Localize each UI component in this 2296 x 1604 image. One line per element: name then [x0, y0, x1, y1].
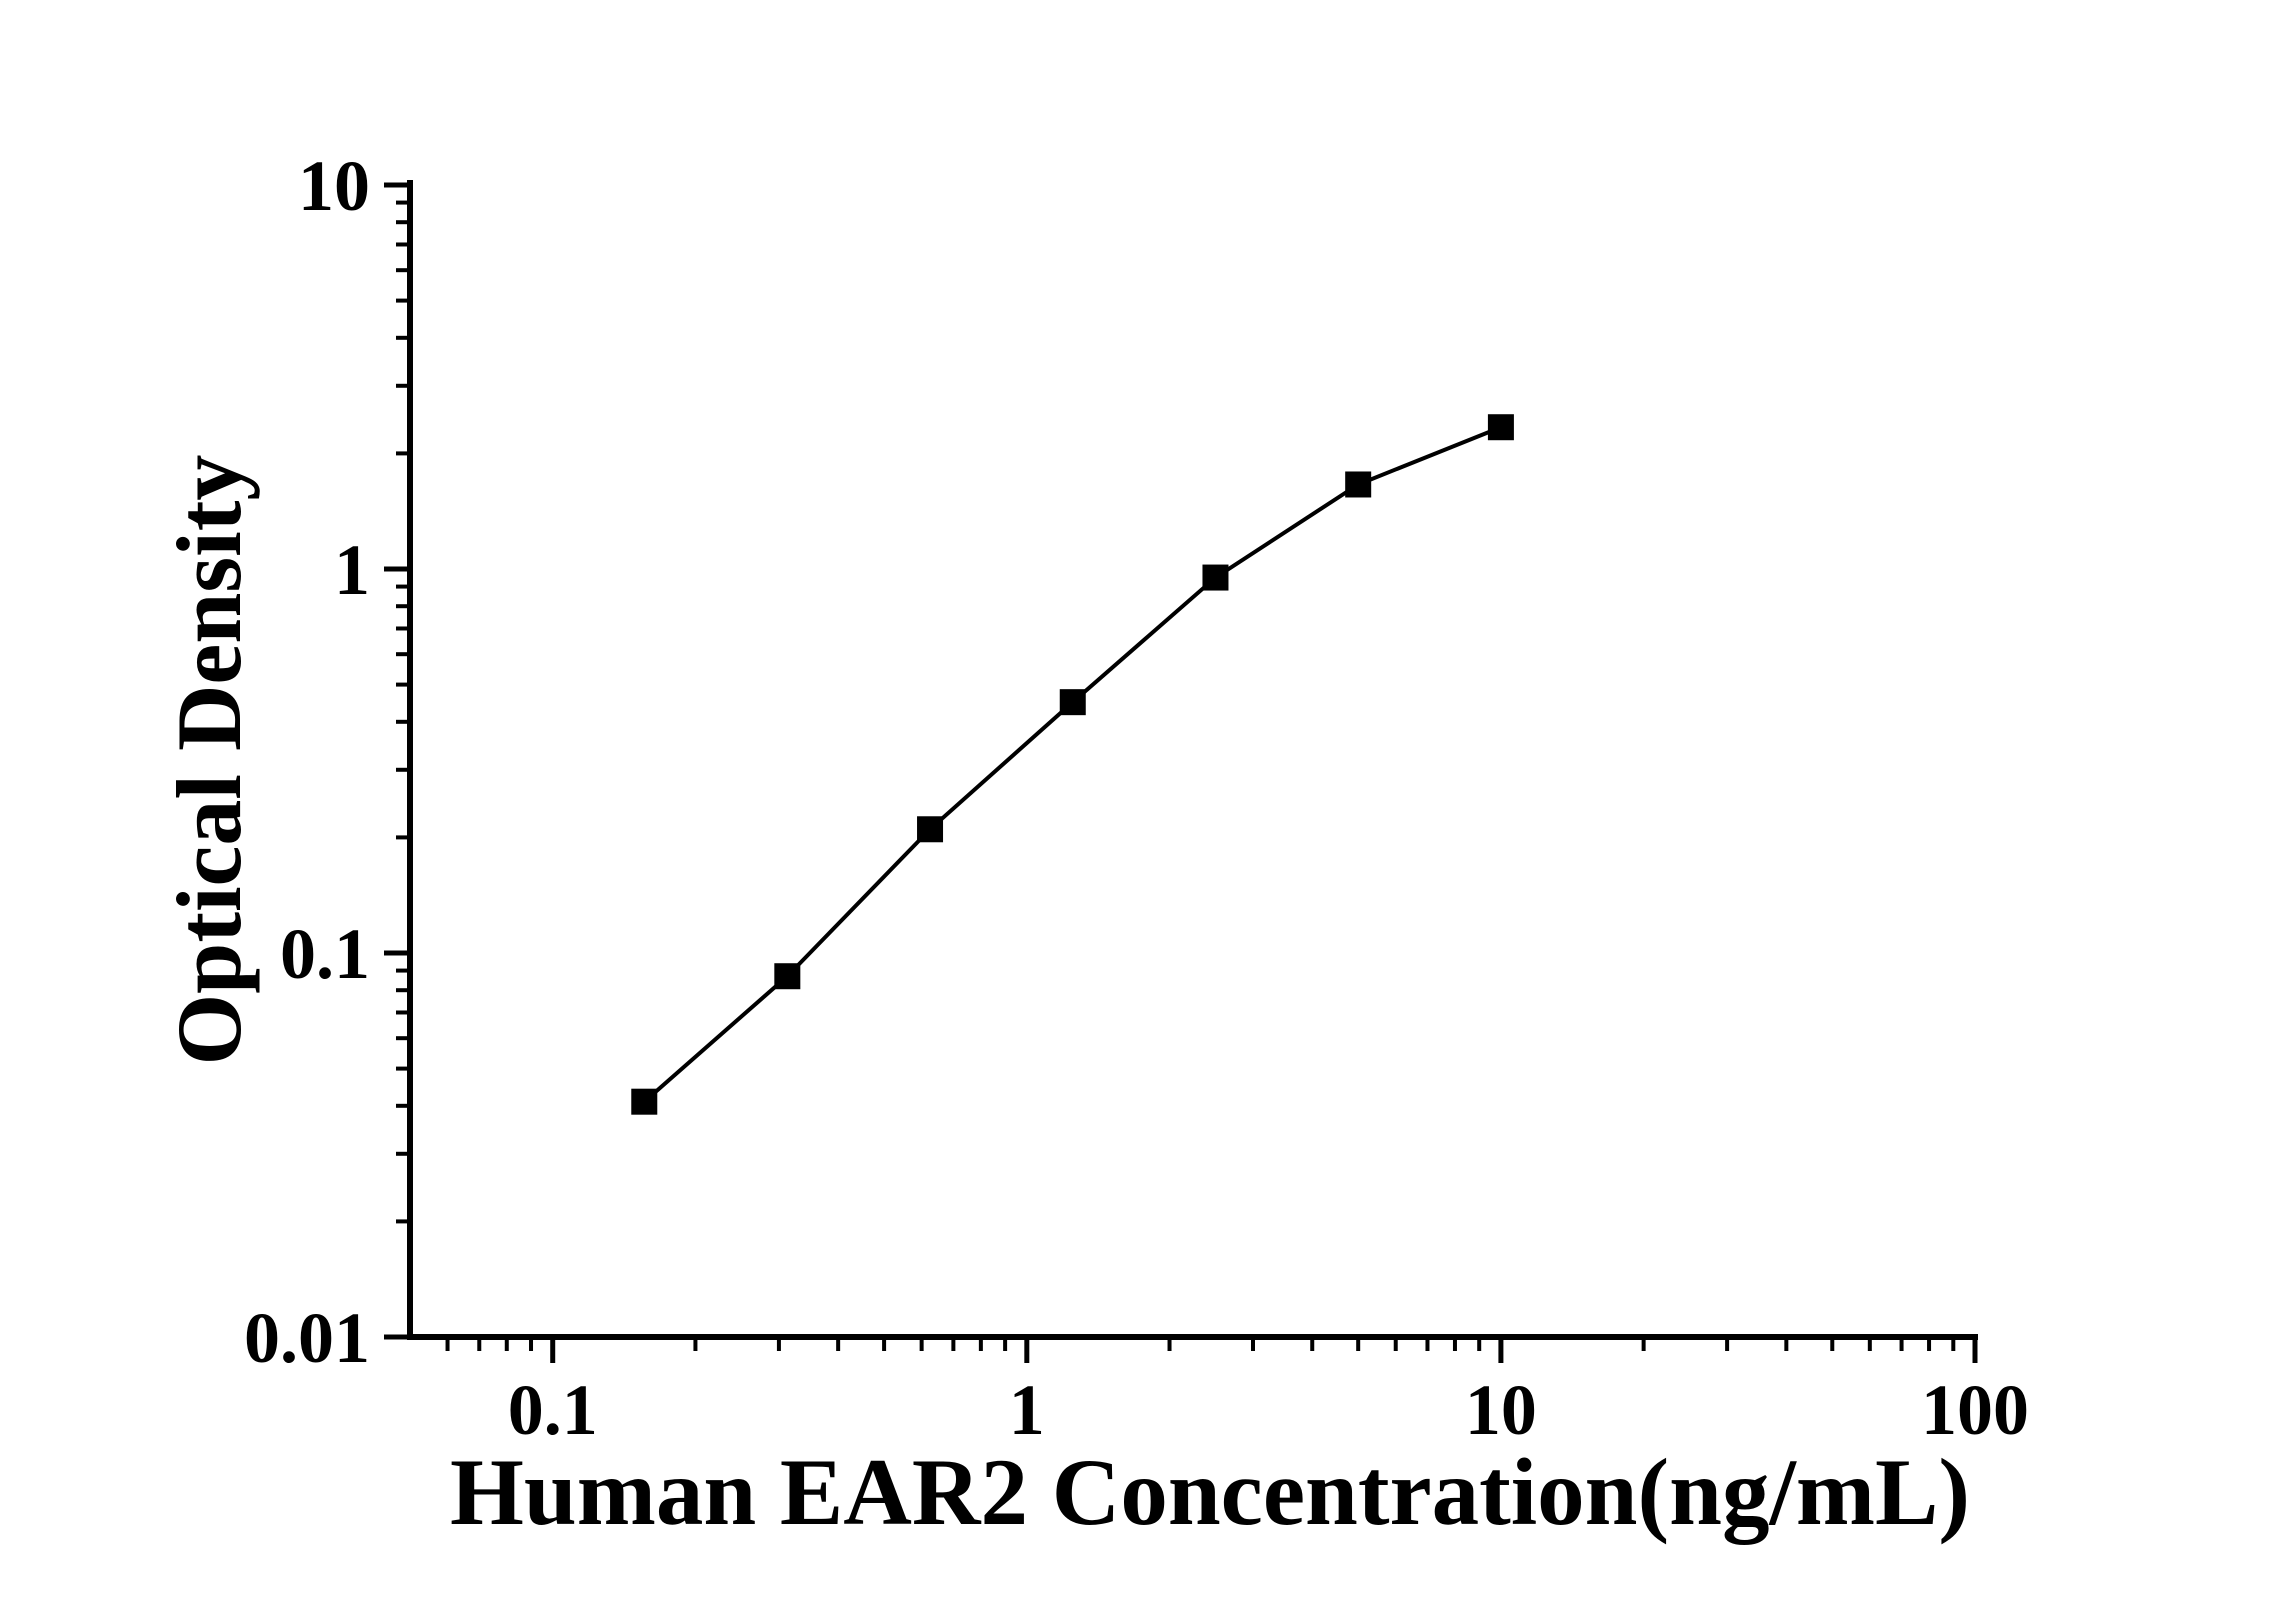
y-tick-label: 1 [334, 530, 370, 610]
x-tick-label: 100 [1921, 1370, 2029, 1450]
y-tick-label: 0.01 [244, 1298, 370, 1378]
axes-layer [407, 180, 1978, 1340]
series-layer [631, 414, 1514, 1115]
data-point-marker [631, 1088, 658, 1115]
data-point-marker [1059, 689, 1086, 716]
data-point-marker [1487, 414, 1514, 441]
data-point-marker [774, 963, 801, 990]
y-tick-label: 0.1 [280, 914, 370, 994]
x-tick-label: 10 [1465, 1370, 1537, 1450]
y-axis-title: Optical Density [158, 455, 260, 1066]
data-point-marker [1345, 471, 1372, 498]
x-tick-label: 0.1 [508, 1370, 598, 1450]
y-tick-label: 10 [298, 146, 370, 226]
x-axis-title: Human EAR2 Concentration(ng/mL) [450, 1439, 1970, 1545]
curve-line [642, 425, 1502, 1104]
x-tick-label: 1 [1009, 1370, 1045, 1450]
axis-frame [407, 180, 1978, 1340]
ticks-layer [384, 182, 1978, 1363]
data-point-marker [917, 816, 944, 843]
data-point-marker [1202, 564, 1229, 591]
tick-labels-layer: 0.1 1 10 100 0.01 0.1 1 10 [244, 146, 2029, 1450]
